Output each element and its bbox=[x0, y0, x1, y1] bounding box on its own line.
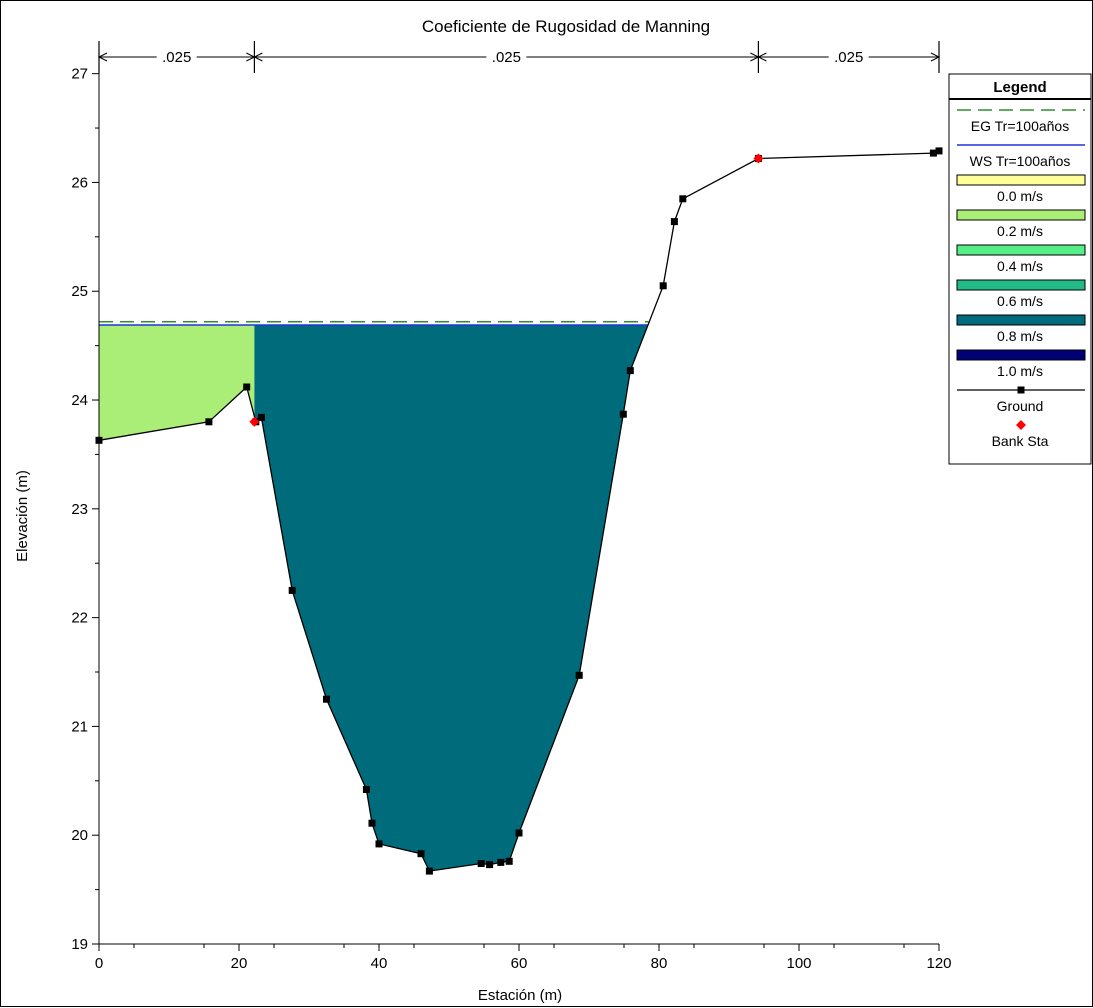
legend-label: 0.0 m/s bbox=[997, 188, 1043, 204]
legend-label: 0.6 m/s bbox=[997, 293, 1043, 309]
legend-swatch bbox=[957, 315, 1085, 325]
y-tick-label: 19 bbox=[71, 936, 88, 953]
manning-n-label: .025 bbox=[162, 49, 191, 66]
ground-point bbox=[671, 218, 678, 225]
chart-title: Coeficiente de Rugosidad de Manning bbox=[422, 17, 710, 36]
legend-swatch bbox=[957, 350, 1085, 360]
x-tick-label: 20 bbox=[231, 955, 248, 972]
y-tick-label: 22 bbox=[71, 610, 88, 627]
y-tick-label: 21 bbox=[71, 718, 88, 735]
y-axis-label: Elevación (m) bbox=[14, 470, 31, 562]
y-tick-label: 23 bbox=[71, 501, 88, 518]
legend-label: EG Tr=100años bbox=[971, 118, 1069, 134]
ground-point bbox=[376, 840, 383, 847]
ground-point bbox=[516, 830, 523, 837]
ground-point bbox=[426, 868, 433, 875]
ground-point bbox=[506, 858, 513, 865]
ground-point bbox=[486, 861, 493, 868]
ground-point bbox=[418, 850, 425, 857]
legend-swatch bbox=[957, 175, 1085, 185]
x-axis-label: Estación (m) bbox=[478, 987, 562, 1004]
ground-point bbox=[936, 147, 943, 154]
x-tick-label: 0 bbox=[95, 955, 103, 972]
x-tick-label: 100 bbox=[786, 955, 811, 972]
ground-point bbox=[478, 860, 485, 867]
legend-label: 0.2 m/s bbox=[997, 223, 1043, 239]
legend-swatch bbox=[957, 245, 1085, 255]
y-tick-label: 25 bbox=[71, 283, 88, 300]
legend: Legend EG Tr=100años WS Tr=100años 0.0 m/s 0… bbox=[949, 74, 1091, 464]
x-tick-label: 40 bbox=[371, 955, 388, 972]
ground-point bbox=[258, 414, 265, 421]
legend-swatch bbox=[957, 210, 1085, 220]
ground-point bbox=[620, 411, 627, 418]
ground-point bbox=[363, 786, 370, 793]
x-tick-label: 80 bbox=[651, 955, 668, 972]
ground-point bbox=[576, 672, 583, 679]
y-tick-label: 26 bbox=[71, 174, 88, 191]
flow-area-2 bbox=[254, 325, 648, 871]
water-lines bbox=[99, 322, 649, 325]
manning-n-label: .025 bbox=[834, 49, 863, 66]
ground-point bbox=[679, 195, 686, 202]
y-tick-label: 20 bbox=[71, 827, 88, 844]
legend-label: Ground bbox=[997, 398, 1044, 414]
x-tick-label: 120 bbox=[926, 955, 951, 972]
ground-point bbox=[205, 418, 212, 425]
flow-areas bbox=[99, 325, 649, 871]
legend-label: 1.0 m/s bbox=[997, 363, 1043, 379]
ground-point bbox=[369, 820, 376, 827]
manning-n-label: .025 bbox=[492, 49, 521, 66]
ground-point bbox=[660, 282, 667, 289]
flow-area-1 bbox=[99, 325, 254, 440]
legend-label: 0.8 m/s bbox=[997, 328, 1043, 344]
legend-label: Bank Sta bbox=[992, 433, 1049, 449]
legend-label: 0.4 m/s bbox=[997, 258, 1043, 274]
y-tick-label: 24 bbox=[71, 392, 88, 409]
ground-point bbox=[243, 384, 250, 391]
legend-swatch bbox=[957, 280, 1085, 290]
legend-label: WS Tr=100años bbox=[970, 153, 1071, 169]
ground-point bbox=[627, 367, 634, 374]
y-tick-label: 27 bbox=[71, 66, 88, 83]
ground-point bbox=[323, 696, 330, 703]
x-tick-label: 60 bbox=[511, 955, 528, 972]
manning-segments: .025 .025 .025 bbox=[99, 41, 939, 73]
ground-point bbox=[497, 859, 504, 866]
ground-point bbox=[289, 587, 296, 594]
legend-title: Legend bbox=[993, 79, 1046, 96]
legend-symbol-ground-marker bbox=[1018, 387, 1025, 394]
